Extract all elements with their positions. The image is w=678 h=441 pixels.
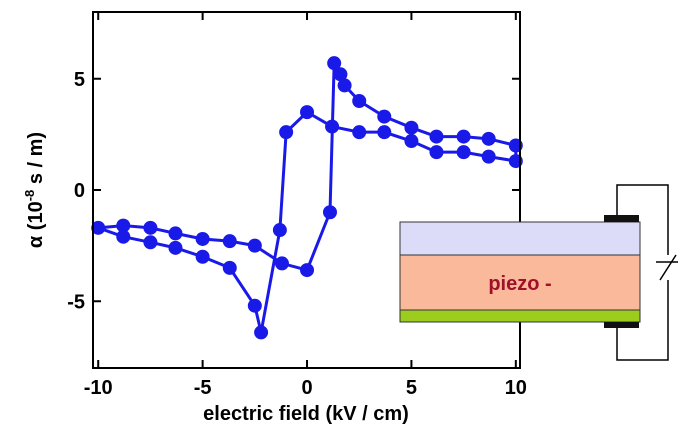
data-point	[325, 119, 340, 134]
layer-piezo	[399, 254, 641, 311]
data-point	[143, 220, 158, 235]
layer-bottom	[399, 309, 641, 323]
data-point	[247, 298, 262, 313]
wire	[616, 184, 669, 255]
y-label-rest: s / m)	[25, 132, 47, 190]
electrode-bottom	[604, 322, 639, 328]
data-point	[195, 249, 210, 264]
wire	[616, 280, 669, 361]
data-point	[456, 129, 471, 144]
data-point	[168, 226, 183, 241]
data-point	[429, 129, 444, 144]
data-point	[404, 134, 419, 149]
data-point	[91, 220, 106, 235]
y-tick-label: -5	[67, 291, 85, 313]
data-point	[456, 145, 471, 160]
inset-diagram: piezo -	[399, 184, 678, 361]
data-point	[274, 256, 289, 271]
y-label-sup: -8	[22, 190, 37, 202]
x-tick-label: 0	[301, 377, 312, 399]
data-point	[322, 205, 337, 220]
data-point	[247, 238, 262, 253]
x-axis-label: electric field (kV / cm)	[203, 403, 409, 425]
y-axis-label: α (10-8 s / m)	[22, 132, 47, 248]
data-point	[352, 125, 367, 140]
data-point	[404, 120, 419, 135]
y-label-main: α (10	[25, 201, 47, 248]
layer-top	[399, 221, 641, 256]
data-point	[272, 223, 287, 238]
data-point	[116, 229, 131, 244]
data-point	[143, 235, 158, 250]
data-point	[222, 260, 237, 275]
data-point	[327, 56, 342, 71]
data-point	[377, 109, 392, 124]
data-point	[429, 145, 444, 160]
data-point	[333, 67, 348, 82]
data-point	[377, 125, 392, 140]
x-tick-label: 10	[505, 377, 527, 399]
data-point	[352, 94, 367, 108]
y-tick-label: 0	[74, 180, 85, 202]
data-point	[481, 131, 496, 146]
battery-arrow	[659, 254, 677, 281]
data-point	[337, 78, 352, 93]
data-point	[168, 240, 183, 255]
data-point	[195, 231, 210, 246]
x-tick-label: -10	[84, 377, 113, 399]
plot-frame	[92, 11, 521, 369]
data-point	[222, 234, 237, 249]
y-tick-label: 5	[74, 69, 85, 91]
electrode-top	[604, 215, 639, 222]
x-tick-label: -5	[194, 377, 212, 399]
layer-label: piezo -	[488, 273, 551, 295]
data-point	[300, 263, 315, 278]
data-point	[254, 325, 269, 340]
data-point	[116, 218, 131, 233]
data-point	[300, 105, 315, 120]
data-point	[279, 125, 294, 140]
plot-area: -10 -5 0 5 10 -5 0 5	[67, 12, 527, 399]
data-point	[481, 149, 496, 164]
x-tick-label: 5	[406, 377, 417, 399]
